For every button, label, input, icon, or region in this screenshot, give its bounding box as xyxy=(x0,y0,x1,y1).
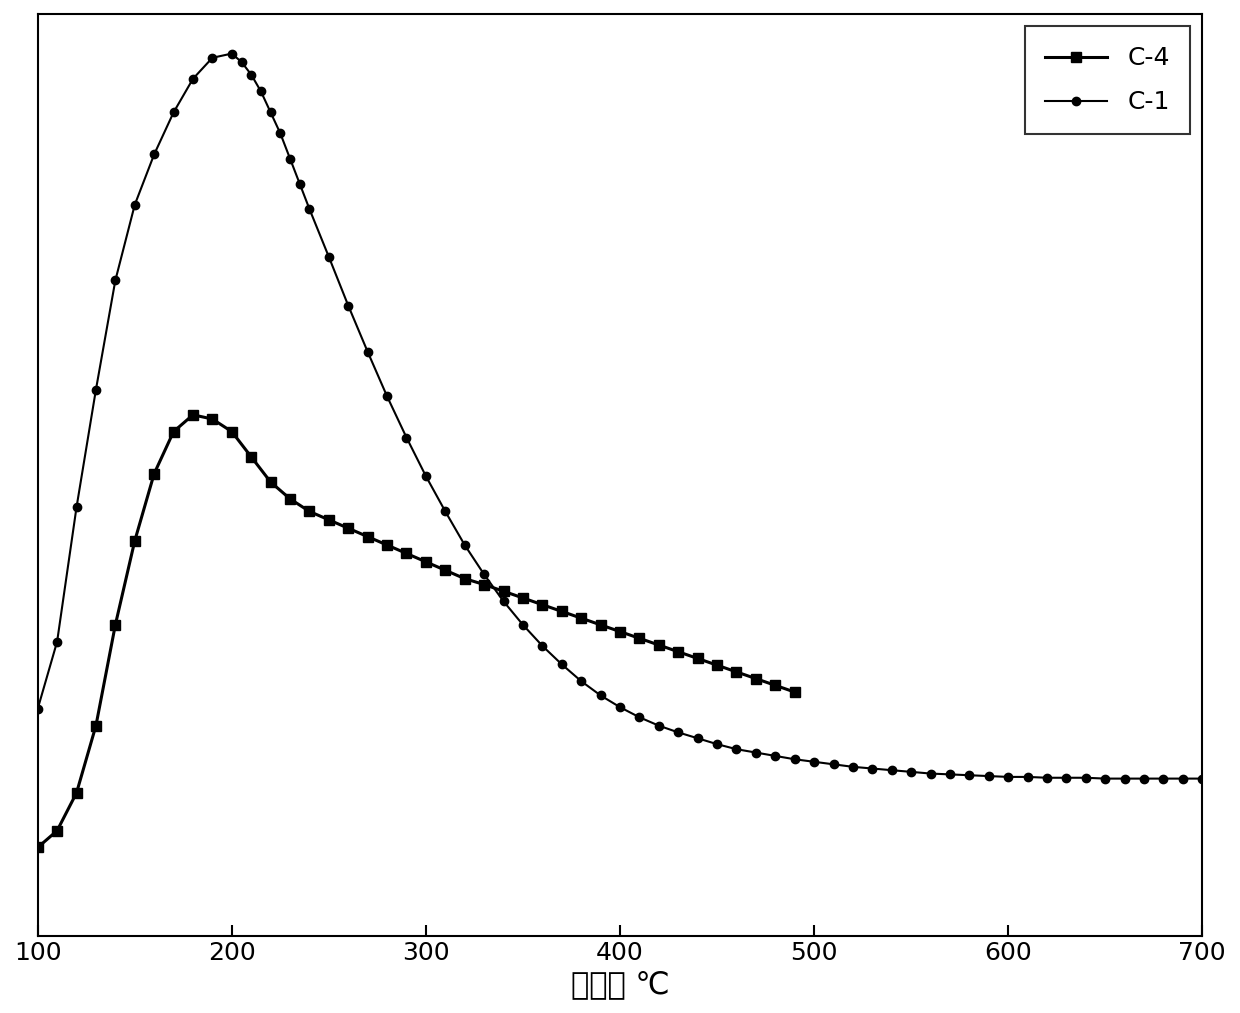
C-4 xyxy=(108,619,123,631)
C-4 xyxy=(476,578,491,591)
C-1 xyxy=(613,701,627,713)
C-4 xyxy=(50,825,64,837)
C-4 xyxy=(671,645,686,657)
C-4 xyxy=(303,505,317,518)
C-4 xyxy=(574,612,589,624)
C-4 xyxy=(186,409,201,421)
C-4 xyxy=(651,639,666,651)
C-4 xyxy=(632,632,647,644)
C-1 xyxy=(30,703,45,715)
C-4 xyxy=(283,492,298,504)
Line: C-4: C-4 xyxy=(32,410,800,852)
C-4 xyxy=(224,425,239,438)
X-axis label: 温度， ℃: 温度， ℃ xyxy=(570,970,670,999)
C-4 xyxy=(768,680,782,692)
C-4 xyxy=(787,686,802,698)
C-1 xyxy=(496,596,511,608)
C-4 xyxy=(458,572,472,585)
C-1 xyxy=(1156,773,1171,785)
C-4 xyxy=(128,535,143,547)
C-4 xyxy=(613,625,627,637)
C-4 xyxy=(709,659,724,672)
C-4 xyxy=(691,652,706,665)
C-4 xyxy=(321,514,336,526)
C-4 xyxy=(379,539,394,551)
C-4 xyxy=(244,451,259,463)
C-4 xyxy=(341,522,356,534)
Line: C-1: C-1 xyxy=(33,50,1207,783)
C-4 xyxy=(749,673,764,685)
C-4 xyxy=(729,666,744,678)
C-1 xyxy=(1039,772,1054,784)
C-4 xyxy=(263,476,278,488)
C-4 xyxy=(88,719,103,731)
C-4 xyxy=(30,842,45,854)
Legend: C-4, C-1: C-4, C-1 xyxy=(1024,26,1190,135)
C-4 xyxy=(146,468,161,480)
C-1 xyxy=(1195,773,1210,785)
C-4 xyxy=(516,592,531,604)
C-4 xyxy=(166,425,181,438)
C-1 xyxy=(283,153,298,165)
C-1 xyxy=(341,300,356,312)
C-4 xyxy=(205,413,219,425)
C-1 xyxy=(224,48,239,60)
C-4 xyxy=(438,564,453,576)
C-4 xyxy=(361,531,376,543)
C-4 xyxy=(399,547,414,559)
C-4 xyxy=(69,787,84,799)
C-1 xyxy=(1097,773,1112,785)
C-4 xyxy=(496,586,511,598)
C-4 xyxy=(554,606,569,618)
C-4 xyxy=(534,599,549,611)
C-4 xyxy=(418,556,433,568)
C-4 xyxy=(593,619,608,631)
